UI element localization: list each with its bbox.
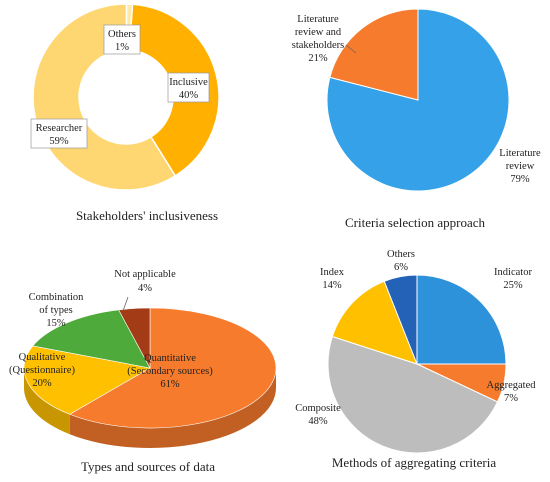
slice-composite xyxy=(327,335,499,454)
slice-value-others: 1% xyxy=(115,42,129,53)
slice-label-composite: Composite xyxy=(295,403,341,414)
slice-indicator xyxy=(416,274,507,365)
slice-value-quantitative: 61% xyxy=(160,379,180,390)
slice-side-qualitative-questionnaire xyxy=(24,368,70,435)
label-box-others xyxy=(103,24,141,55)
leader-line xyxy=(122,296,129,312)
chart-criteria-selection-approach: Literature review and stakeholders 21% L… xyxy=(292,8,541,230)
slice-value-composite: 48% xyxy=(308,416,328,427)
leader-line xyxy=(345,44,357,54)
chart-title: Criteria selection approach xyxy=(345,215,486,230)
chart-methods-of-aggregating-criteria: Others 6% Index 14% Indicator 25% Aggreg… xyxy=(295,249,536,470)
chart-types-and-sources-of-data: Not applicable 4% Combination of types 1… xyxy=(9,269,277,474)
slice-value-indicator: 25% xyxy=(503,280,523,291)
chart-title: Methods of aggregating criteria xyxy=(332,455,496,470)
slice-label-literature-review-and-stakeholders: Literature xyxy=(297,14,339,25)
slice-side-quantitative-secondary-sources xyxy=(69,368,277,449)
chart-title: Stakeholders' inclusiveness xyxy=(76,208,218,223)
slice-value-inclusive: 40% xyxy=(179,90,199,101)
slice-label-aggregated: Aggregated xyxy=(487,380,537,391)
slice-value-others: 6% xyxy=(394,262,408,273)
slice-label-inclusive: Inclusive xyxy=(169,77,208,88)
slice-label-quantitative: Quantitative xyxy=(144,353,196,364)
slice-value-not-applicable: 4% xyxy=(138,283,152,294)
slice-label-researcher: Researcher xyxy=(36,123,83,134)
slice-label-combination-of-types-line2: of types xyxy=(39,305,73,316)
chart-stakeholders-inclusiveness: Others 1% Inclusive 40% Researcher 59% S… xyxy=(30,3,220,223)
slice-label-combination-of-types: Combination xyxy=(29,292,85,303)
slice-label-index: Index xyxy=(320,267,345,278)
label-box-inclusive xyxy=(167,72,210,103)
slice-value-literature-review: 79% xyxy=(510,174,530,185)
slice-value-index: 14% xyxy=(322,280,342,291)
slice-not-applicable xyxy=(118,307,151,369)
slice-value-aggregated: 7% xyxy=(504,393,518,404)
slice-literature-review-and-stakeholders xyxy=(329,8,419,101)
slice-label-indicator: Indicator xyxy=(494,267,532,278)
slice-label-quantitative-line2: (Secondary sources) xyxy=(127,366,213,377)
slice-label-others: Others xyxy=(387,249,415,260)
slice-label-literature-review-and-stakeholders-line2: review and xyxy=(295,27,342,38)
chart-title: Types and sources of data xyxy=(81,459,215,474)
slice-label-literature-review: Literature xyxy=(499,148,541,159)
slice-label-others: Others xyxy=(108,29,136,40)
slice-value-literature-review-and-stakeholders: 21% xyxy=(308,53,328,64)
slice-qualitative-questionnaire xyxy=(23,345,151,415)
slice-value-combination-of-types: 15% xyxy=(46,318,66,329)
slice-combination-of-types xyxy=(32,309,151,369)
slice-value-qualitative: 20% xyxy=(32,378,52,389)
slice-label-literature-review-and-stakeholders-line3: stakeholders xyxy=(292,40,345,51)
slice-others xyxy=(383,274,418,365)
slice-value-researcher: 59% xyxy=(49,136,69,147)
label-box-researcher xyxy=(30,118,88,149)
slice-label-qualitative: Qualitative xyxy=(19,352,66,363)
slice-label-not-applicable: Not applicable xyxy=(114,269,176,280)
slice-label-literature-review-line2: review xyxy=(506,161,535,172)
slice-quantitative-secondary-sources xyxy=(68,307,277,429)
slice-label-qualitative-line2: (Questionnaire) xyxy=(9,365,75,376)
slice-index xyxy=(331,280,418,365)
